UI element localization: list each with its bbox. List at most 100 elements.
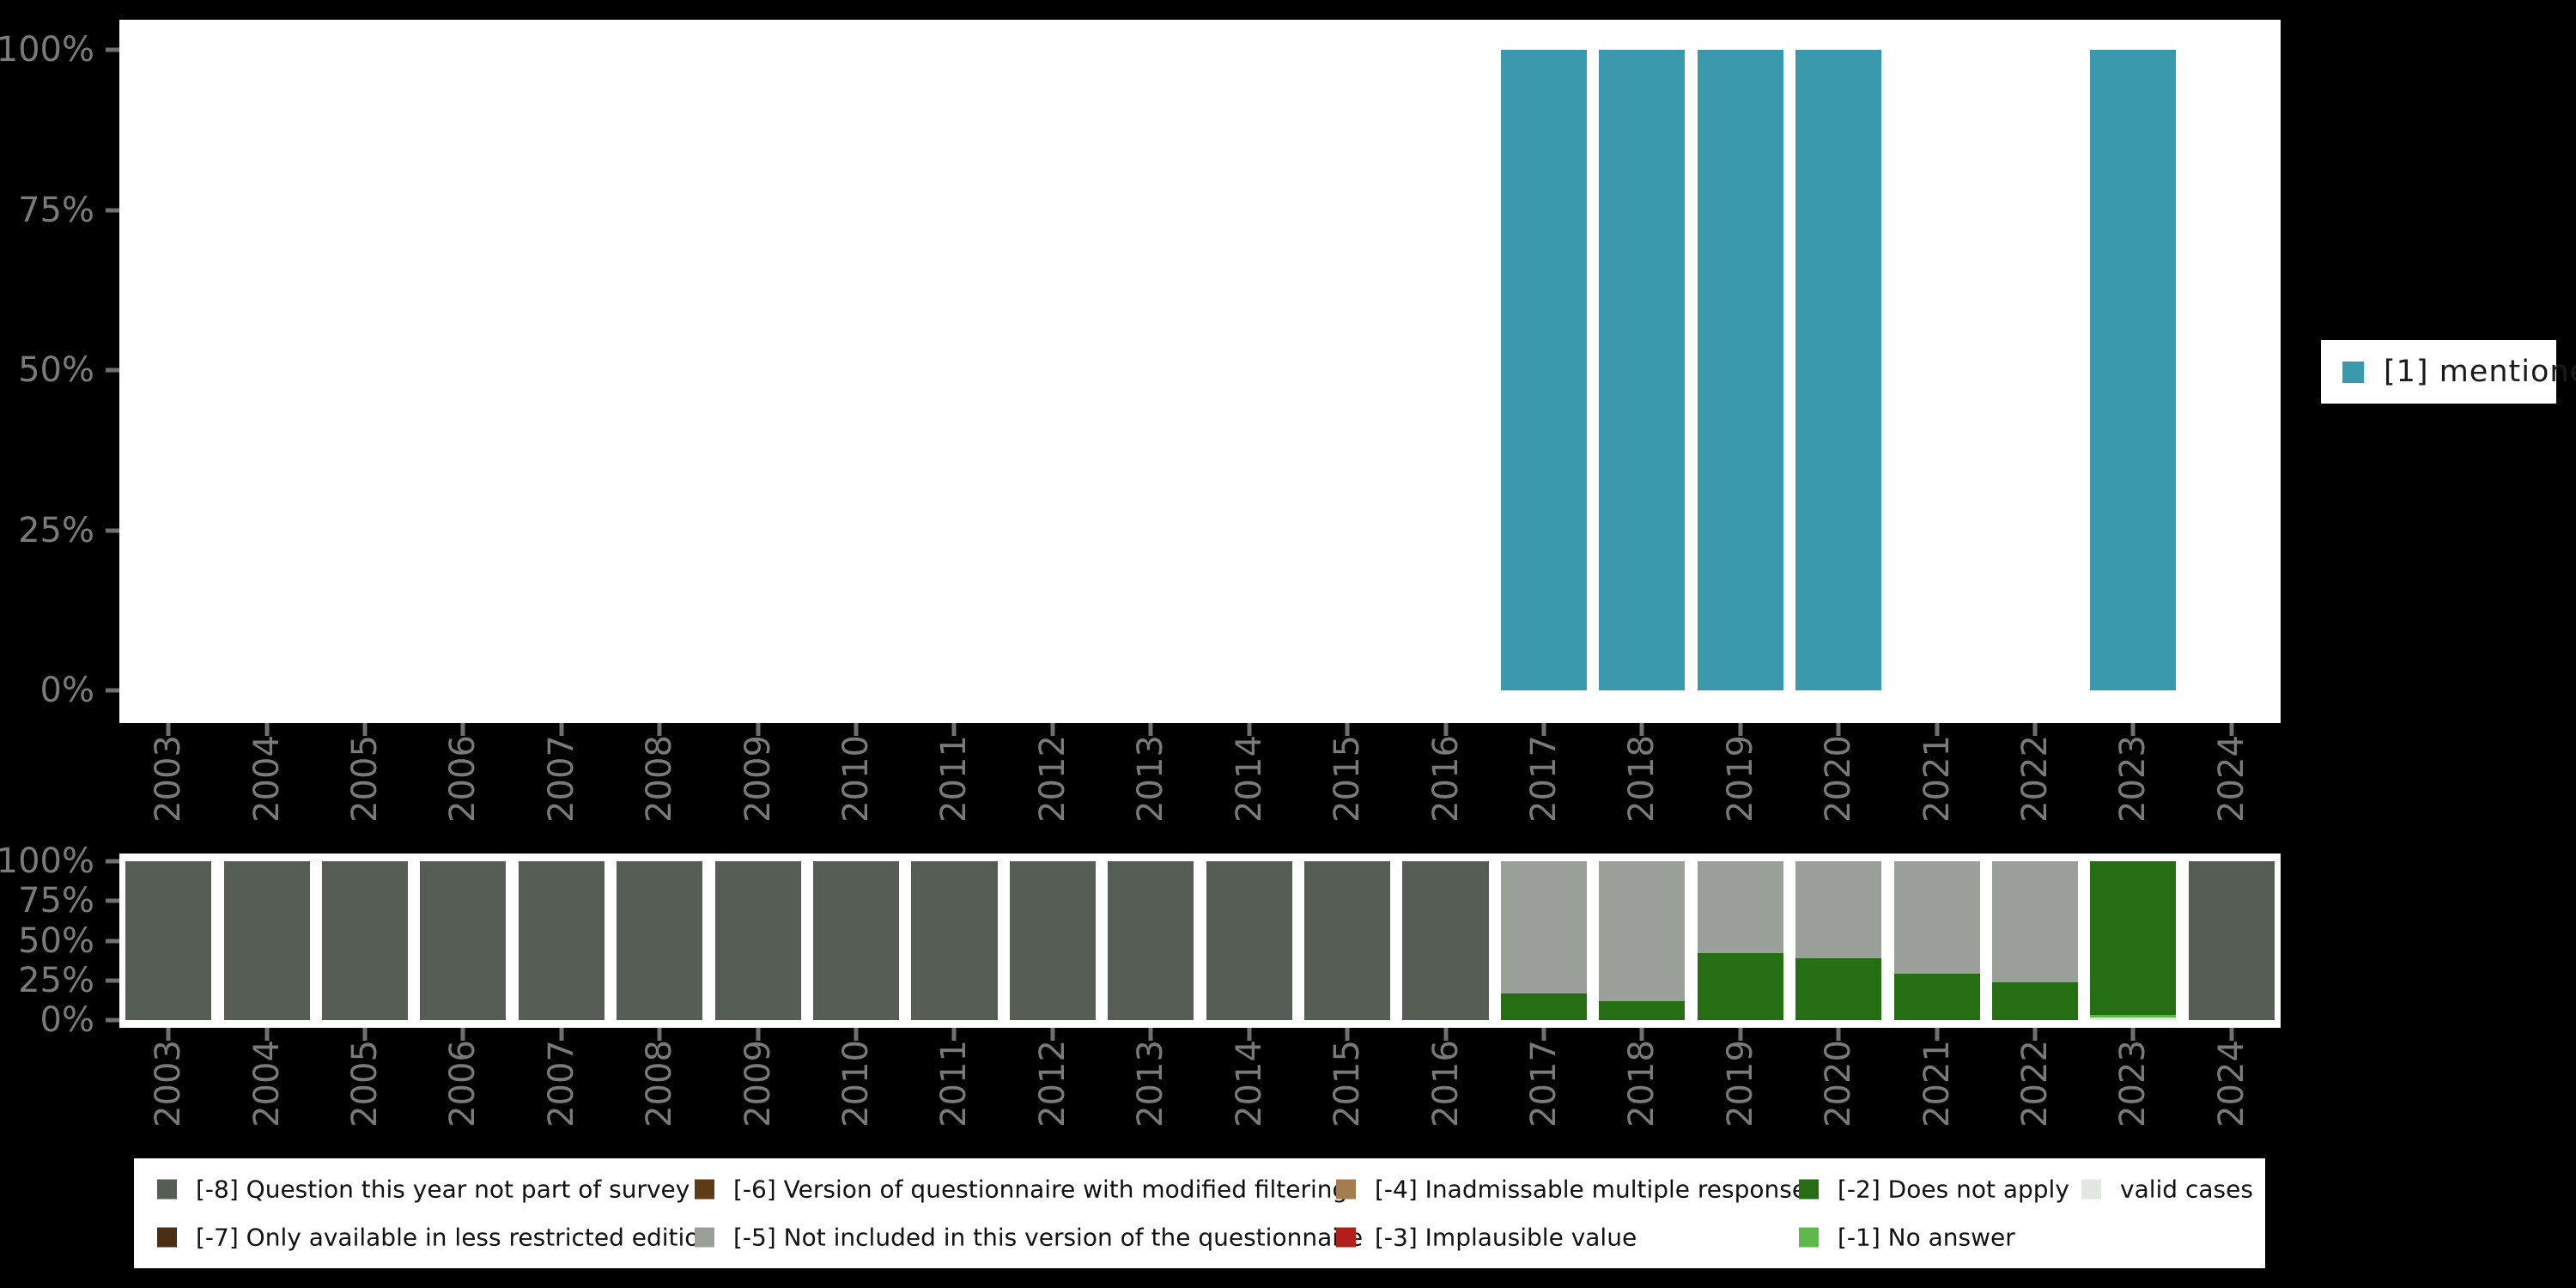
x-axis-tick-label: 2008 — [640, 735, 680, 823]
x-axis-tick — [1148, 723, 1153, 736]
legend-item-swatch — [1799, 1227, 1819, 1248]
bottom-chart-y-axis-labels: 100% 75% 50% 25% 0% — [0, 841, 100, 1040]
legend-item-swatch — [157, 1227, 177, 1248]
x-axis-tick — [2032, 1028, 2038, 1041]
x-axis-tick — [2032, 723, 2038, 736]
bottom-chart-x-axis-labels: 2003 2004 2005 2006 2007 2008 2009 2010 2011 2012… — [119, 1040, 2281, 1127]
x-axis-tick-label: 2019 — [1720, 1040, 1760, 1127]
x-axis-tick-label: 2004 — [246, 1040, 287, 1127]
x-axis-tick-label: 2010 — [836, 735, 877, 823]
x-axis-tick — [1443, 1028, 1449, 1041]
x-axis-tick — [362, 723, 368, 736]
legend-item-swatch — [695, 1179, 714, 1200]
bar-segment — [1795, 957, 1882, 1020]
x-axis-tick-label: 2008 — [640, 1040, 680, 1127]
x-axis-tick — [854, 1028, 859, 1041]
top-chart-x-axis-labels: 2003 2004 2005 2006 2007 2008 2009 2010 2011 2012… — [119, 735, 2281, 823]
bar-segment — [1500, 861, 1587, 993]
x-axis-tick-label: 2014 — [1229, 1040, 1269, 1127]
x-axis-tick-label: 2012 — [1032, 1040, 1072, 1127]
x-axis-tick — [1345, 1028, 1350, 1041]
bar-segment — [125, 861, 212, 1020]
x-axis-tick-label: 2024 — [2211, 1040, 2251, 1127]
x-axis-tick-label: 2012 — [1032, 735, 1072, 823]
legend-item-swatch — [695, 1227, 714, 1248]
x-axis-tick-label: 2018 — [1622, 735, 1662, 823]
x-axis-tick-label: 2015 — [1327, 1040, 1368, 1127]
y-axis-tick — [106, 898, 119, 903]
bar-segment — [2188, 861, 2275, 1020]
x-axis-tick — [166, 1028, 171, 1041]
x-axis-tick-label: 2006 — [443, 1040, 483, 1127]
y-axis-tick — [106, 1018, 119, 1023]
bar-segment — [1599, 50, 1686, 690]
x-axis-tick — [1639, 1028, 1644, 1041]
y-axis-tick — [106, 939, 119, 943]
mentioned-legend-swatch — [2342, 361, 2364, 383]
x-axis-tick-label: 2006 — [443, 735, 483, 823]
y-axis-tick-label: 100% — [0, 30, 94, 70]
x-axis-tick-label: 2018 — [1622, 1040, 1662, 1127]
legend-item-label: [-3] Implausible value — [1375, 1223, 1637, 1252]
x-axis-tick — [951, 1028, 957, 1041]
x-axis-tick — [1935, 1028, 1940, 1041]
x-axis-tick-label: 2023 — [2113, 735, 2154, 823]
legend-item-swatch — [1799, 1179, 1819, 1200]
x-axis-tick-label: 2021 — [1917, 735, 1957, 823]
bar-segment — [1697, 861, 1783, 954]
bar-segment — [1304, 861, 1391, 1020]
x-axis-tick — [460, 1028, 465, 1041]
legend-item-label: [-1] No answer — [1838, 1223, 2015, 1252]
x-axis-tick — [1541, 723, 1546, 736]
x-axis-tick-label: 2005 — [345, 735, 386, 823]
x-axis-tick-label: 2024 — [2211, 735, 2251, 823]
bar-segment — [2090, 861, 2177, 1016]
x-axis-tick-label: 2013 — [1131, 1040, 1171, 1127]
legend-item-label: [-2] Does not apply — [1838, 1175, 2069, 1204]
bar-segment — [1991, 981, 2079, 1020]
bottom-chart-x-axis-ticks — [119, 1028, 2281, 1041]
legend-item-label: [-8] Question this year not part of surv… — [196, 1175, 690, 1204]
x-axis-tick — [1541, 1028, 1546, 1041]
bar-segment — [321, 861, 409, 1020]
x-axis-tick — [460, 723, 465, 736]
bar-segment — [1599, 861, 1686, 1001]
bar-segment — [518, 861, 605, 1020]
bar-segment — [1697, 50, 1783, 690]
x-axis-tick — [559, 1028, 564, 1041]
x-axis-tick-label: 2023 — [2113, 1040, 2154, 1127]
bottom-chart-y-axis-ticks — [106, 859, 119, 1023]
legend-item-label: [-6] Version of questionnaire with modif… — [733, 1175, 1348, 1204]
x-axis-tick-label: 2017 — [1523, 735, 1564, 823]
bar-segment — [1991, 861, 2079, 982]
top-chart-legend: [1] mentioned — [2321, 340, 2576, 404]
x-axis-tick-label: 2009 — [738, 735, 778, 823]
y-axis-tick — [106, 688, 119, 693]
x-axis-tick-label: 2007 — [541, 735, 581, 823]
mentioned-legend-label: [1] mentioned — [2384, 355, 2576, 389]
x-axis-tick-label: 2009 — [738, 1040, 778, 1127]
x-axis-tick-label: 2016 — [1425, 1040, 1466, 1127]
y-axis-tick — [106, 859, 119, 864]
x-axis-tick — [1148, 1028, 1153, 1041]
y-axis-tick — [106, 47, 119, 52]
x-axis-tick — [264, 723, 270, 736]
x-axis-tick — [1443, 723, 1449, 736]
x-axis-tick — [1836, 723, 1841, 736]
x-axis-tick-label: 2010 — [836, 1040, 877, 1127]
y-axis-tick — [106, 368, 119, 373]
legend-item-label: valid cases — [2120, 1175, 2253, 1204]
x-axis-tick — [1836, 1028, 1841, 1041]
bar-segment — [1402, 861, 1489, 1020]
y-axis-tick-label: 50% — [18, 350, 94, 390]
y-axis-tick-label: 0% — [39, 671, 94, 710]
x-axis-tick — [1050, 1028, 1055, 1041]
x-axis-tick-label: 2007 — [541, 1040, 581, 1127]
top-chart-bars — [119, 50, 2281, 690]
legend-item-swatch — [2081, 1179, 2101, 1200]
x-axis-tick-label: 2011 — [934, 735, 975, 823]
x-axis-tick-label: 2022 — [2014, 1040, 2055, 1127]
legend-item-label: [-5] Not included in this version of the… — [733, 1223, 1364, 1252]
bar-segment — [1795, 861, 1882, 958]
